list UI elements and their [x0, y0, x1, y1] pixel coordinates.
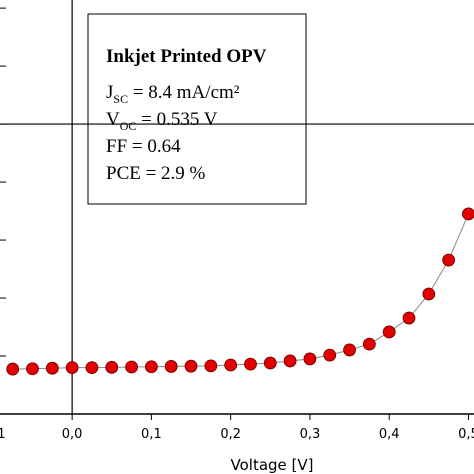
data-point: [402, 311, 416, 325]
annotation-main: FF = 0.64: [106, 136, 181, 157]
data-point: [105, 360, 119, 374]
data-point: [144, 360, 158, 374]
annotation-sub: OC: [120, 119, 137, 133]
annotation-line: VOC = 0.535 V: [106, 109, 218, 133]
data-point: [382, 325, 396, 339]
data-point: [204, 359, 218, 373]
data-point: [462, 207, 474, 221]
annotation-title: Inkjet Printed OPV: [106, 46, 267, 67]
x-tick-label: 0,4: [379, 427, 400, 442]
data-point: [45, 361, 59, 375]
data-point: [85, 361, 99, 375]
data-point: [343, 343, 356, 357]
data-point: [362, 337, 376, 351]
data-point: [164, 360, 178, 373]
data-point: [6, 362, 20, 376]
x-tick-label: 0,2: [220, 427, 241, 442]
data-point: [283, 354, 297, 368]
data-point: [422, 287, 436, 301]
fit-line: [12, 213, 469, 370]
annotation-line: JSC = 8.4 mA/cm²: [106, 82, 240, 106]
data-point: [244, 357, 257, 371]
data-point: [26, 362, 39, 376]
x-tick-label: 0,3: [300, 427, 321, 442]
data-point: [224, 358, 238, 372]
annotation: Inkjet Printed OPV JSC = 8.4 mA/cm² VOC = …: [106, 46, 267, 184]
annotation-box: [87, 13, 307, 205]
annotation-line: PCE = 2.9 %: [106, 163, 206, 184]
data-point: [125, 360, 138, 374]
data-point: [184, 359, 198, 373]
data-point: [65, 361, 79, 375]
data-point: [303, 352, 317, 366]
x-tick-label: 0,5: [458, 427, 474, 442]
annotation-sub: SC: [113, 92, 128, 106]
annotation-main: PCE = 2.9 %: [106, 163, 206, 184]
x-tick-label: -0,1: [0, 427, 6, 442]
data-point: [323, 348, 337, 362]
annotation-line: FF = 0.64: [106, 136, 181, 157]
annotation-rest: = 0.535 V: [136, 109, 217, 130]
annotation-main: J: [106, 82, 113, 103]
annotation-rest: = 8.4 mA/cm²: [128, 82, 240, 103]
x-tick-label: 0,0: [62, 427, 83, 442]
data-point: [263, 356, 277, 370]
x-tick-label: 0,1: [141, 427, 162, 442]
x-axis-label: Voltage [V]: [231, 456, 314, 474]
annotation-main: V: [106, 109, 120, 130]
data-point: [442, 253, 456, 267]
